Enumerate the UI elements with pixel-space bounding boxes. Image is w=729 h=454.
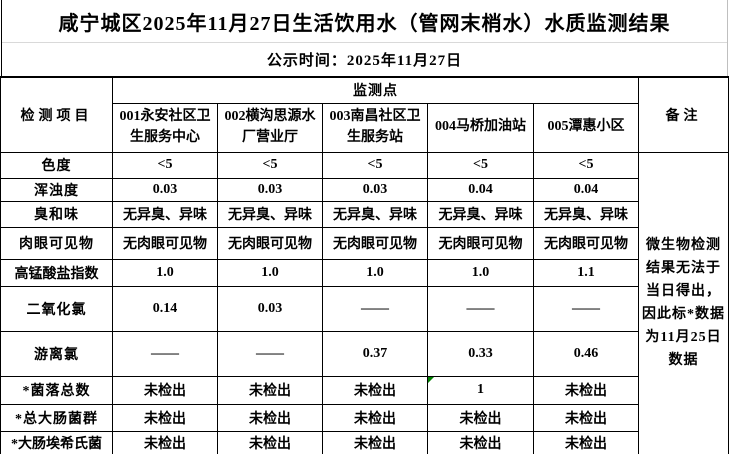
table-cell: 无异臭、异味	[112, 200, 218, 228]
table-cell: 0.03	[217, 285, 323, 332]
item-label: 浑浊度	[0, 177, 113, 202]
table-cell: 无异臭、异味	[427, 200, 534, 228]
item-label: 高锰酸盐指数	[0, 258, 113, 287]
table-header-row-sites: 001永安社区卫生服务中心 002横沟思源水厂营业厅 003南昌社区卫生服务站 …	[1, 102, 729, 153]
table-cell: 未检出	[532, 375, 640, 405]
table-cell: 0.04	[427, 177, 534, 202]
error-flag-triangle-icon	[428, 377, 434, 383]
table-cell: ——	[217, 330, 323, 377]
table-cell: 未检出	[112, 403, 218, 432]
table-cell: ——	[322, 285, 428, 332]
table-cell: 未检出	[217, 375, 323, 405]
table-cell: ——	[112, 330, 218, 377]
table-cell: 未检出	[217, 430, 323, 454]
table-cell: 0.03	[217, 177, 323, 202]
table-cell: 1.1	[532, 258, 640, 287]
site-header-005: 005潭惠小区	[532, 102, 640, 153]
page-header: 咸宁城区2025年11月27日生活饮用水（管网末梢水）水质监测结果 公示时间：2…	[1, 0, 728, 76]
table-cell: <5	[532, 151, 640, 179]
table-cell: 无肉眼可见物	[112, 226, 218, 260]
table-cell: 未检出	[112, 375, 218, 405]
table-cell: 未检出	[322, 375, 428, 405]
remark-note: 微生物检测结果无法于当日得出，因此标*数据为11月25日数据	[638, 151, 729, 454]
table-cell: 未检出	[112, 430, 218, 454]
table-cell: 未检出	[217, 403, 323, 432]
table-cell: 未检出	[322, 403, 428, 432]
table-cell: <5	[217, 151, 323, 179]
item-label: 色度	[0, 151, 113, 179]
item-label: 肉眼可见物	[0, 226, 113, 260]
table-cell: <5	[112, 151, 218, 179]
site-header-004: 004马桥加油站	[427, 102, 534, 153]
table-cell: <5	[322, 151, 428, 179]
table-cell: 1.0	[112, 258, 218, 287]
table-cell: ——	[427, 285, 534, 332]
table-cell: 1.0	[217, 258, 323, 287]
table-cell: 无肉眼可见物	[427, 226, 534, 260]
page-title: 咸宁城区2025年11月27日生活饮用水（管网末梢水）水质监测结果	[2, 0, 727, 43]
table-row: *菌落总数 未检出 未检出 未检出 1 未检出	[0, 375, 729, 405]
table-row: *大肠埃希氏菌 未检出 未检出 未检出 未检出 未检出	[0, 430, 729, 454]
table-cell: 无肉眼可见物	[532, 226, 640, 260]
table-cell: 0.14	[112, 285, 218, 332]
table-cell: 未检出	[427, 403, 534, 432]
table-cell: 0.03	[112, 177, 218, 202]
table-cell: 未检出	[532, 430, 640, 454]
item-label: *大肠埃希氏菌	[0, 430, 113, 454]
item-label: *菌落总数	[0, 375, 113, 405]
table-cell: 未检出	[532, 403, 640, 432]
table-cell: 0.37	[322, 330, 428, 377]
table-cell: 0.46	[532, 330, 640, 377]
cell-value: 1	[477, 382, 484, 397]
site-header-003: 003南昌社区卫生服务站	[322, 102, 428, 153]
table-row: *总大肠菌群 未检出 未检出 未检出 未检出 未检出	[0, 403, 729, 432]
table-cell: 0.03	[322, 177, 428, 202]
table-cell: 未检出	[322, 430, 428, 454]
table-cell-flagged: 1	[427, 375, 534, 405]
table-cell: 0.33	[427, 330, 534, 377]
table-cell: ——	[532, 285, 640, 332]
water-quality-table: 检测项目 监测点 备注 001永安社区卫生服务中心 002横沟思源水厂营业厅 0…	[0, 76, 729, 454]
table-cell: 0.04	[532, 177, 640, 202]
table-cell: 1.0	[322, 258, 428, 287]
table-cell: 无异臭、异味	[322, 200, 428, 228]
table-cell: 无异臭、异味	[532, 200, 640, 228]
table-cell: 无肉眼可见物	[322, 226, 428, 260]
table-row: 浑浊度 0.03 0.03 0.03 0.04 0.04	[0, 177, 729, 202]
table-header-row-top: 检测项目 监测点 备注	[0, 76, 729, 153]
item-label: 游离氯	[0, 330, 113, 377]
publish-time: 公示时间：2025年11月27日	[266, 53, 463, 69]
column-header-monitoring-points: 监测点	[111, 76, 640, 104]
table-cell: 1.0	[427, 258, 534, 287]
item-label: 臭和味	[0, 200, 113, 228]
item-label: 二氧化氯	[0, 285, 113, 332]
table-row: 臭和味 无异臭、异味 无异臭、异味 无异臭、异味 无异臭、异味 无异臭、异味	[0, 200, 729, 228]
table-cell: 未检出	[427, 430, 534, 454]
table-cell: 无肉眼可见物	[217, 226, 323, 260]
table-row: 肉眼可见物 无肉眼可见物 无肉眼可见物 无肉眼可见物 无肉眼可见物 无肉眼可见物	[0, 226, 729, 260]
table-row: 色度 <5 <5 <5 <5 <5 微生物检测结果无法于当日得出，因此标*数据为…	[0, 151, 729, 454]
table-cell: <5	[427, 151, 534, 179]
column-header-item: 检测项目	[0, 76, 113, 153]
column-header-remark: 备注	[638, 76, 729, 153]
table-row: 高锰酸盐指数 1.0 1.0 1.0 1.0 1.1	[0, 258, 729, 287]
table-row: 二氧化氯 0.14 0.03 —— —— ——	[0, 285, 729, 332]
site-header-001: 001永安社区卫生服务中心	[112, 102, 218, 153]
item-label: *总大肠菌群	[0, 403, 113, 432]
table-cell: 无异臭、异味	[217, 200, 323, 228]
site-header-002: 002横沟思源水厂营业厅	[217, 102, 323, 153]
table-row: 游离氯 —— —— 0.37 0.33 0.46	[0, 330, 729, 377]
